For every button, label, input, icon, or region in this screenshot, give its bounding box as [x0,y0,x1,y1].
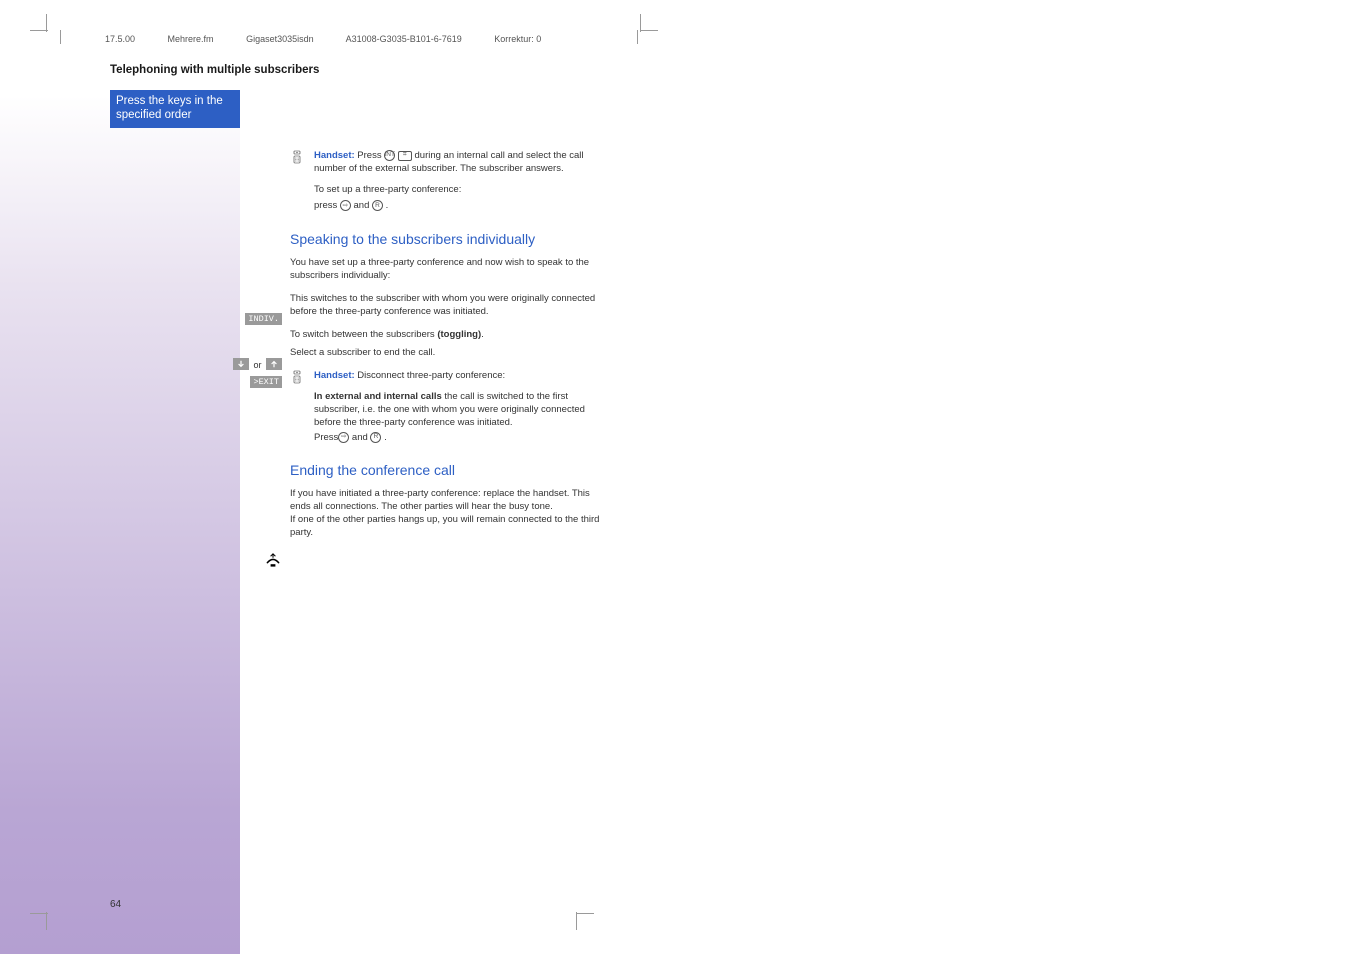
gradient-background [0,0,240,954]
handset-text-1: Handset: Press INT ⌗ during an internal … [314,150,610,176]
r-key-icon-2: R [370,432,381,443]
crop-mark [46,14,47,32]
instruction-box: Press the keys in the specified order [110,90,240,128]
p1c: . [383,200,388,211]
end-text: If you have initiated a three-party conf… [290,488,610,539]
crop-mark [576,912,577,930]
t1a: Press [357,150,384,161]
header-date: 17.5.00 [105,34,135,44]
press-line-2: Press⇨ and R . [314,432,610,445]
handset-block-1: Handset: Press INT ⌗ during an internal … [290,150,610,176]
exit-text: Select a subscriber to end the call. [290,347,610,360]
p1b: and [351,200,372,211]
instruction-line1: Press the keys in the [116,94,234,108]
up-arrow-icon [266,358,282,370]
tg-b: . [481,329,484,340]
t1b: during an internal call and select the c… [314,150,584,174]
disc-text: Disconnect three-party conference: [357,370,505,381]
tg-a: To switch between the subscribers [290,329,437,340]
section-title: Telephoning with multiple subscribers [110,64,319,76]
heading-speaking: Speaking to the subscribers individually [290,231,610,247]
ext-block: In external and internal calls the call … [314,391,610,429]
handset-icon-2 [290,370,314,389]
menu-key-icon-2: ⇨ [338,432,349,443]
p2b: and [349,432,370,443]
handset-block-2: Handset: Disconnect three-party conferen… [290,370,610,389]
menu-key-icon: ⇨ [340,200,351,211]
int-key-icon: INT [384,150,395,161]
page-number: 64 [110,899,121,910]
press-line: press ⇨ and R . [314,200,610,213]
exit-keycap: >EXIT [250,376,282,388]
hash-key-icon: ⌗ [398,151,412,161]
header-partno: A31008-G3035-B101-6-7619 [346,34,462,44]
speak-intro: You have set up a three-party conference… [290,257,610,283]
heading-ending: Ending the conference call [290,462,610,478]
header-line: 17.5.00 Mehrere.fm Gigaset3035isdn A3100… [105,34,571,44]
crop-mark [640,14,641,32]
handset-label-2: Handset: [314,370,355,381]
p2c: . [381,432,386,443]
replace-handset-icon [265,553,281,574]
crop-mark [640,30,658,31]
handset-label: Handset: [314,150,355,161]
key-indiv: INDIV. [222,313,282,325]
down-arrow-icon [233,358,249,370]
key-exit: >EXIT [222,376,282,388]
handset-text-2: Handset: Disconnect three-party conferen… [314,370,505,389]
indiv-text: This switches to the subscriber with who… [290,293,610,319]
tg-bold: (toggling) [437,329,481,340]
p1a: press [314,200,340,211]
key-arrows: or [216,358,282,370]
p2a: Press [314,432,338,443]
content-column: Handset: Press INT ⌗ during an internal … [290,150,610,540]
ext-bold: In external and internal calls [314,391,442,402]
header-separator [60,30,61,44]
indiv-keycap: INDIV. [245,313,282,325]
header-file: Mehrere.fm [168,34,214,44]
crop-mark [576,913,594,914]
header-product: Gigaset3035isdn [246,34,314,44]
instruction-line2: specified order [116,108,234,122]
crop-mark [46,912,47,930]
r-key-icon: R [372,200,383,211]
handset-icon [290,150,314,176]
toggle-line: To switch between the subscribers (toggl… [290,329,610,342]
page: 17.5.00 Mehrere.fm Gigaset3035isdn A3100… [0,0,1350,954]
header-korrektur: Korrektur: 0 [494,34,541,44]
or-text: or [253,360,261,370]
setup-text: To set up a three-party conference: [314,184,610,197]
header-separator [637,30,638,44]
